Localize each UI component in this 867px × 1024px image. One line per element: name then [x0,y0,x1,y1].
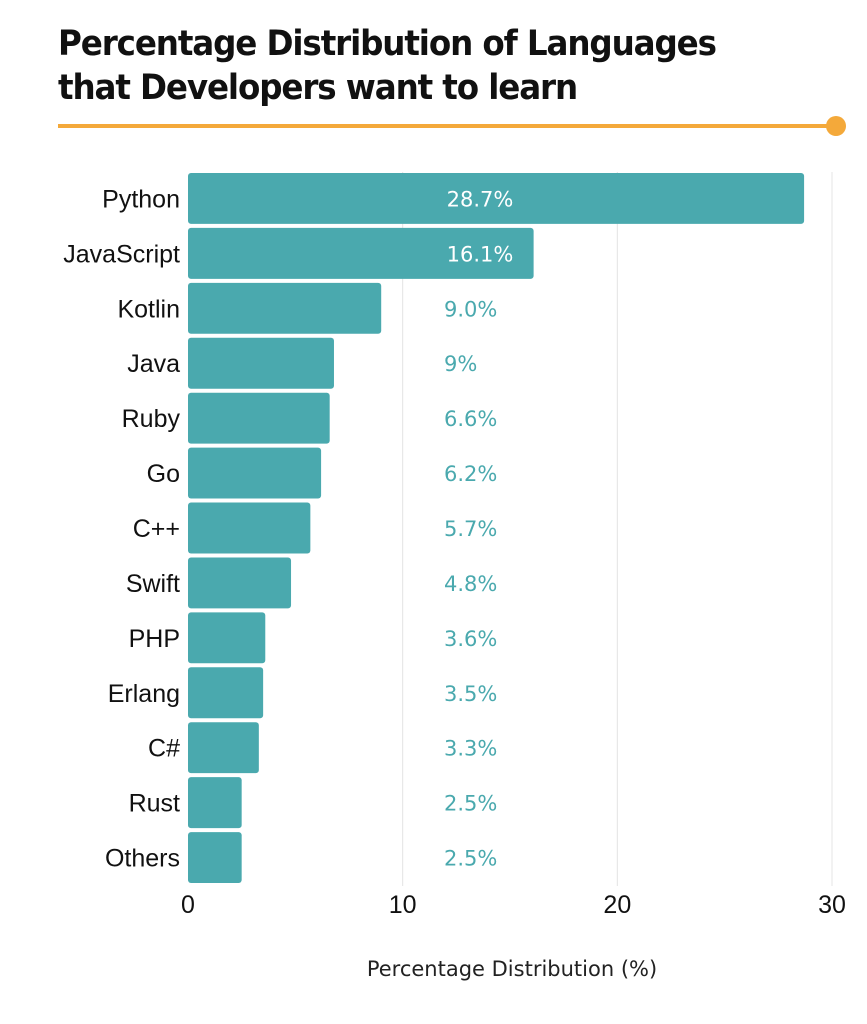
data-label: 16.1% [447,242,514,266]
data-label: 3.5% [444,682,497,706]
category-label: Java [127,350,180,378]
x-tick-label: 30 [818,891,846,919]
category-label: C++ [133,515,180,543]
title-underline [58,124,832,128]
category-label: Kotlin [117,295,180,323]
bar-c- [188,722,259,774]
category-label: Others [105,845,180,873]
data-label: 2.5% [444,847,497,871]
data-label: 9.0% [444,297,497,321]
title-underline-dot [826,116,846,136]
category-label: JavaScript [63,240,180,268]
data-label: 9% [444,352,477,376]
category-label: Rust [129,790,180,818]
category-label: C# [148,735,180,763]
x-tick-label: 0 [181,891,195,919]
data-label: 6.6% [444,407,497,431]
bar-go [188,447,322,499]
bar-c- [188,502,311,554]
bar-php [188,612,266,664]
bar-python [188,173,805,224]
bar-ruby [188,392,330,444]
data-label: 5.7% [444,517,497,541]
bar-java [188,337,334,389]
data-label: 3.6% [444,627,497,651]
category-label: PHP [129,625,180,653]
bar-swift [188,557,292,609]
bar-erlang [188,667,264,719]
data-label: 4.8% [444,572,497,596]
x-axis-label: Percentage Distribution (%) [367,957,657,981]
data-label: 3.3% [444,737,497,761]
data-label: 6.2% [444,462,497,486]
chart-title: Percentage Distribution of Languages tha… [58,24,717,108]
category-label: Ruby [122,405,181,433]
bar-others [188,832,242,883]
data-label: 2.5% [444,792,497,816]
category-label: Erlang [108,680,180,708]
bar-javascript [188,227,534,279]
bar-rust [188,777,242,829]
category-label: Swift [126,570,180,598]
x-tick-label: 10 [389,891,417,919]
bar-kotlin [188,282,382,334]
x-tick-label: 20 [603,891,631,919]
data-label: 28.7% [447,187,514,211]
category-label: Go [147,460,180,488]
category-label: Python [102,185,180,213]
